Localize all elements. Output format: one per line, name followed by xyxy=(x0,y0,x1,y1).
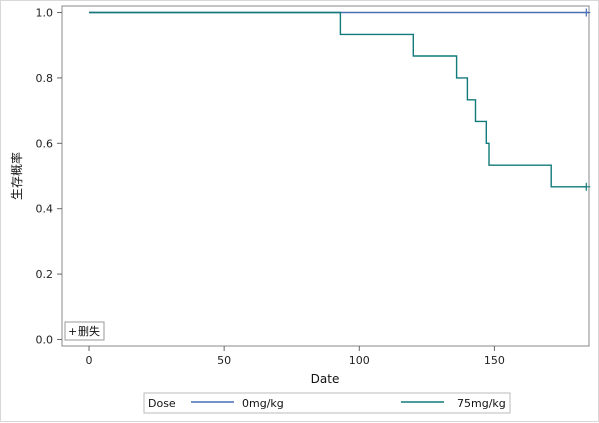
legend-items: 0mg/kg 75mg/kg xyxy=(191,397,506,410)
censor-legend-box xyxy=(64,321,105,341)
x-tick-label: 0 xyxy=(86,354,93,367)
dose-legend: Dose 0mg/kg 75mg/kg xyxy=(143,392,511,414)
legend-label-0: 0mg/kg xyxy=(242,397,284,410)
y-tick-label: 0.8 xyxy=(36,72,54,85)
dose-legend-title: Dose xyxy=(148,397,176,410)
y-tick-label: 0.2 xyxy=(36,268,54,281)
plot-area xyxy=(61,5,590,347)
censor-legend-marker: + xyxy=(68,325,77,338)
y-tick-label: 1.0 xyxy=(36,7,54,20)
y-axis-title: 生存概率 xyxy=(9,152,24,200)
y-tick-label: 0.6 xyxy=(36,137,54,150)
censor-legend: + 删失 xyxy=(64,321,105,341)
x-tick-label: 150 xyxy=(484,354,505,367)
x-tick-label: 50 xyxy=(217,354,231,367)
censor-mark xyxy=(582,8,591,17)
series-line-1 xyxy=(89,11,587,188)
y-tick-label: 0.0 xyxy=(36,333,54,346)
x-axis-title: Date xyxy=(311,372,340,386)
censor-mark xyxy=(582,182,591,191)
x-axis: 0 50 100 150 xyxy=(86,346,505,367)
y-tick-label: 0.4 xyxy=(36,203,54,216)
y-axis: 0.0 0.2 0.4 0.6 0.8 1.0 xyxy=(36,7,62,346)
x-tick-label: 100 xyxy=(349,354,370,367)
legend-label-1: 75mg/kg xyxy=(457,397,506,410)
dose-legend-box xyxy=(143,392,511,414)
series-layer xyxy=(89,8,591,191)
censor-legend-label: 删失 xyxy=(78,325,100,338)
